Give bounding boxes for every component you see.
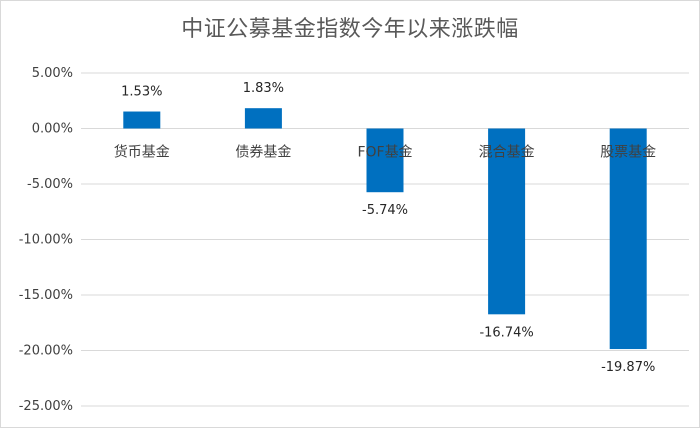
y-tick-label: -5.00% [27,177,73,192]
chart-title: 中证公募基金指数今年以来涨跌幅 [181,17,519,42]
bar [123,111,161,129]
category-label: 债券基金 [235,144,291,161]
category-label: 混合基金 [479,144,535,161]
y-tick-label: -25.00% [19,399,73,414]
y-tick-label: 0.00% [32,122,73,137]
category-label: FOF基金 [357,144,412,161]
bar [366,128,404,193]
y-tick-label: -20.00% [19,344,73,359]
y-tick-label: 5.00% [32,66,73,81]
bar [609,128,647,350]
data-label: 1.83% [243,81,284,96]
data-label: -19.87% [601,360,655,375]
category-label: 股票基金 [600,144,656,161]
bar [244,108,282,129]
bar [488,128,526,315]
category-label: 货币基金 [114,144,170,161]
data-label: -16.74% [479,325,533,340]
data-label: -5.74% [362,203,408,218]
y-tick-label: -10.00% [19,233,73,248]
y-tick-label: -15.00% [19,288,73,303]
data-label: 1.53% [121,85,162,100]
